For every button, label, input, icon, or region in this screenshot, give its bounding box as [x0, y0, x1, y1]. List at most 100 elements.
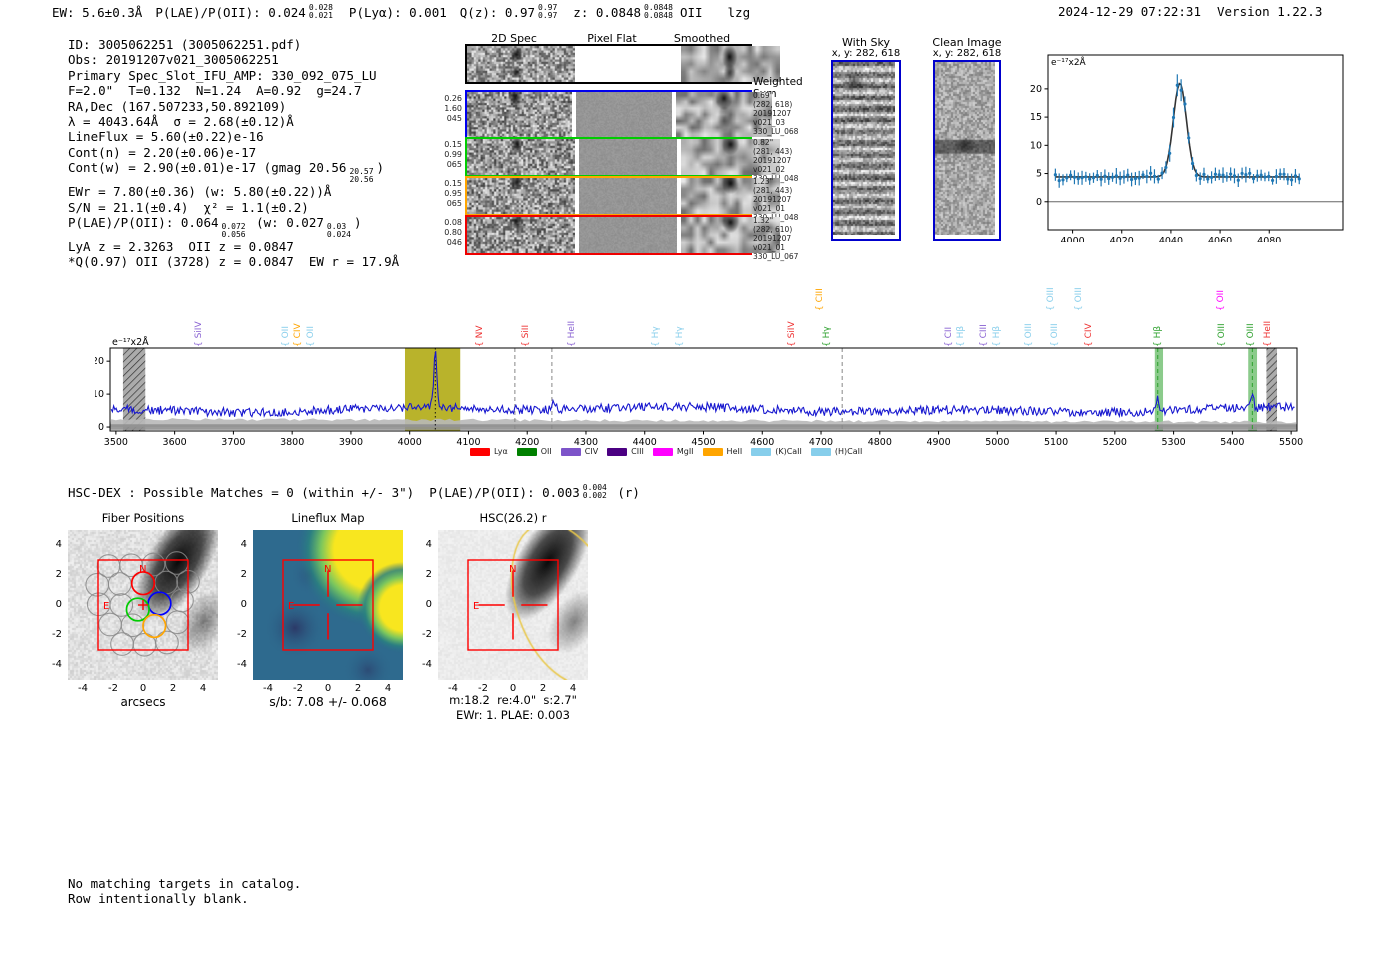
- x-tick-label: 4060: [1208, 236, 1232, 242]
- x-tick-label: 3900: [339, 437, 363, 448]
- data-point: [1118, 176, 1122, 181]
- inset-unit-label: e⁻¹⁷x2Å: [1051, 56, 1087, 68]
- legend-swatch: [607, 447, 628, 456]
- data-point: [1229, 172, 1233, 176]
- extraction-box: [97, 559, 189, 651]
- y-tick-label: 20: [1030, 84, 1042, 95]
- x-tick-label: 4100: [456, 437, 480, 448]
- extraction-box: [282, 559, 374, 651]
- y-tick-label: 0: [98, 422, 104, 433]
- data-point: [1129, 177, 1134, 182]
- legend-swatch: [652, 447, 673, 456]
- data-point: [1099, 177, 1103, 181]
- hsc-x-tick-label: 0: [509, 683, 517, 694]
- emission-line-label-hβ-5276: { Hβ: [1153, 325, 1164, 347]
- fiber1-meta-labels: 0.69" (282, 618) 20191207 v021_03 330_LU…: [753, 91, 799, 136]
- data-point: [1057, 178, 1061, 183]
- data-point: [1251, 177, 1256, 181]
- data-point: [1278, 172, 1282, 176]
- weighted-fiber-circle: [147, 591, 172, 616]
- emission-line-label-hγ-4461: { Hγ: [674, 326, 685, 347]
- emission-line-label-oiii-5100: { OIII: [1050, 323, 1061, 347]
- data-point: [1297, 177, 1301, 181]
- emission-line-label-hγ-4712: { Hγ: [822, 326, 833, 347]
- x-tick-label: 5400: [1220, 437, 1244, 448]
- data-point: [1171, 115, 1176, 120]
- plae-uncertainty-1: 0.072 0.056: [221, 222, 246, 240]
- data-point: [1114, 174, 1118, 178]
- data-point: [1076, 177, 1080, 181]
- emission-line-label-oiii-5055: { OIII: [1023, 323, 1034, 347]
- line-fit-inset-chart: 4000 4020 4040 4060 4080 0 5 10 15 20 e⁻¹⁷x2Å: [1030, 54, 1344, 242]
- fiber-y-tick-label: -4: [52, 659, 62, 670]
- lineflux-map-image: [253, 530, 403, 680]
- emission-line-label-oii-3833: { OII: [305, 326, 316, 347]
- lineflux-y-tick-label: 0: [240, 599, 247, 610]
- data-point: [1122, 175, 1126, 179]
- detection-info-block: ID: 3005062251 (3005062251.pdf) Obs: 201…: [68, 37, 399, 270]
- data-point: [1061, 178, 1065, 182]
- emission-line-label-siii-4199: { SiII: [520, 324, 531, 347]
- extraction-box: [467, 559, 559, 651]
- legend-item-oii: OII: [516, 447, 552, 456]
- data-point: [1290, 178, 1294, 182]
- emission-line-label-ciii-4700: { CIII: [815, 288, 826, 311]
- legend-label: HeII: [726, 447, 743, 456]
- fiber4-meta-labels: 1.32" (282, 610) 20191207 v021_01 330_LU…: [753, 216, 799, 261]
- emission-line-label-hγ-4421: { Hγ: [651, 326, 662, 347]
- hsc-ewr-plae-label: EWr: 1. PLAE: 0.003: [456, 708, 570, 722]
- fiber-x-tick-label: 4: [199, 683, 207, 694]
- fiber-circle: [170, 588, 194, 613]
- legend-label: CIII: [631, 447, 644, 456]
- blank-row-note: Row intentionally blank.: [68, 891, 249, 907]
- cutout-row-fiber3: [465, 176, 780, 216]
- weighted-fiber-circle: [130, 571, 156, 596]
- cutout-row-fiber1: [465, 90, 773, 139]
- data-point: [1175, 83, 1179, 87]
- fiber-x-tick-label: 2: [169, 683, 177, 694]
- lineflux-east-label: E: [288, 601, 294, 612]
- fiber-circle: [110, 632, 134, 656]
- data-point: [1210, 175, 1214, 179]
- column-header-smoothed: Smoothed: [673, 32, 731, 45]
- qz-value: Q(z): 0.97 0.97 0.97: [459, 3, 558, 20]
- legend-label: (K)CaII: [775, 447, 802, 456]
- x-tick-label: 3600: [163, 437, 187, 448]
- fiber4-left-labels: 0.08 0.80 046: [444, 218, 462, 247]
- x-tick-label: 4800: [868, 437, 892, 448]
- line-flux: LineFlux = 5.60(±0.22)e-16: [68, 129, 264, 145]
- lineflux-x-tick-label: 2: [354, 683, 362, 694]
- hsc-y-tick-label: -2: [422, 629, 432, 640]
- fiber-circle: [107, 572, 132, 596]
- plae-poii-value: P(LAE)/P(OII): 0.024 0.028 0.021: [155, 3, 333, 20]
- hsc-cutout-overlay: NE: [467, 559, 559, 651]
- header-meta: 2024-12-29 07:22:31 Version 1.22.3: [1058, 4, 1322, 19]
- fiber-y-tick-label: 4: [55, 539, 62, 550]
- fiber2-2d-spec-image: [467, 139, 575, 175]
- report-version: Version 1.22.3: [1217, 4, 1323, 19]
- lineflux-x-tick-label: -2: [293, 683, 303, 694]
- ra-dec: RA,Dec (167.507233,50.892109): [68, 98, 287, 114]
- fiber-y-tick-label: 2: [55, 569, 62, 580]
- best-solution: *Q(0.97) OII (3728) z = 0.0847 EW r = 17…: [68, 254, 400, 270]
- fiber2-left-labels: 0.15 0.99 065: [444, 140, 462, 169]
- x-tick-label: 5100: [1044, 437, 1068, 448]
- emission-line-label-oiii-5140: { OIII: [1073, 287, 1084, 311]
- lineflux-map-title: Lineflux Map: [291, 511, 365, 525]
- spectrum-line: [110, 351, 1295, 419]
- y-tick-label: 20: [95, 356, 104, 367]
- fiber1-left-labels: 0.26 1.60 045: [444, 94, 462, 123]
- data-point: [1103, 174, 1107, 178]
- emission-line-label-oiii-5093: { OIII: [1045, 287, 1056, 311]
- data-point: [1267, 174, 1271, 178]
- column-header-pixel-flat: Pixel Flat: [587, 32, 637, 45]
- fiber-positions-title: Fiber Positions: [101, 511, 185, 525]
- cutout-row-weighted: [465, 44, 780, 84]
- emission-line-label-siiv-4652: { SiIV: [786, 321, 797, 347]
- emission-line-label-hβ-5001: { Hβ: [991, 325, 1002, 347]
- fiber1-2d-spec-image: [467, 92, 573, 137]
- x-tick-label: 5500: [1279, 437, 1303, 448]
- data-point: [1270, 178, 1275, 183]
- spectrum-legend: Lyα OII CIV CIII MgII HeII (K)CaII (H)CaII: [470, 447, 862, 456]
- data-point: [1206, 177, 1210, 181]
